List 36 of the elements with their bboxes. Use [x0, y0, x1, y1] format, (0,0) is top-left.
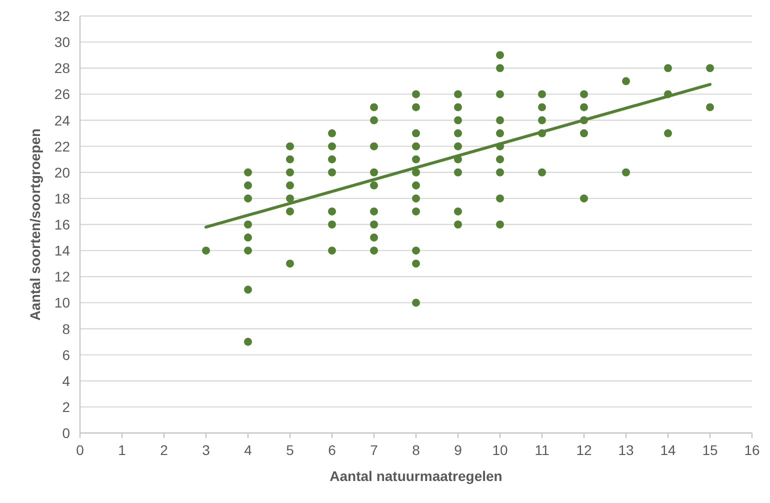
y-tick-label: 12	[54, 268, 70, 285]
x-tick-label: 15	[702, 442, 718, 458]
x-tick-label: 4	[244, 442, 252, 458]
y-tick-label: 18	[54, 190, 70, 206]
x-tick-label: 6	[328, 442, 336, 458]
x-tick-label: 11	[534, 442, 550, 458]
x-tick-label: 1	[118, 442, 126, 458]
x-tick-label: 7	[370, 442, 378, 458]
y-tick-label: 10	[54, 294, 70, 311]
x-tick-label: 3	[202, 442, 210, 458]
y-tick-label: 14	[54, 242, 70, 259]
y-tick-label: 2	[62, 398, 70, 415]
x-tick-label: 13	[618, 442, 634, 458]
y-tick-label: 28	[54, 60, 70, 76]
x-tick-label: 16	[744, 442, 760, 458]
x-axis-title: Aantal natuurmaatregelen	[330, 468, 502, 484]
x-tick-label: 8	[412, 442, 420, 458]
y-tick-label: 4	[62, 372, 70, 389]
y-tick-label: 16	[54, 216, 70, 232]
y-tick-label: 30	[54, 34, 70, 50]
x-tick-label: 14	[660, 442, 676, 458]
y-tick-label: 24	[54, 112, 70, 128]
y-tick-label: 20	[54, 164, 70, 180]
y-tick-label: 0	[62, 425, 70, 441]
x-tick-label: 12	[576, 442, 592, 458]
x-tick-label: 5	[286, 442, 294, 458]
y-tick-label: 22	[54, 138, 70, 154]
y-tick-label: 6	[62, 346, 70, 363]
x-tick-label: 0	[76, 442, 84, 458]
x-tick-label: 2	[160, 442, 168, 458]
y-axis-title: Aantal soorten/soortgroepen	[27, 128, 43, 321]
x-tick-label: 9	[454, 442, 462, 458]
y-tick-label: 8	[62, 320, 70, 337]
y-tick-label: 26	[54, 86, 70, 102]
x-tick-label: 10	[492, 442, 508, 458]
y-tick-label: 32	[54, 8, 70, 24]
